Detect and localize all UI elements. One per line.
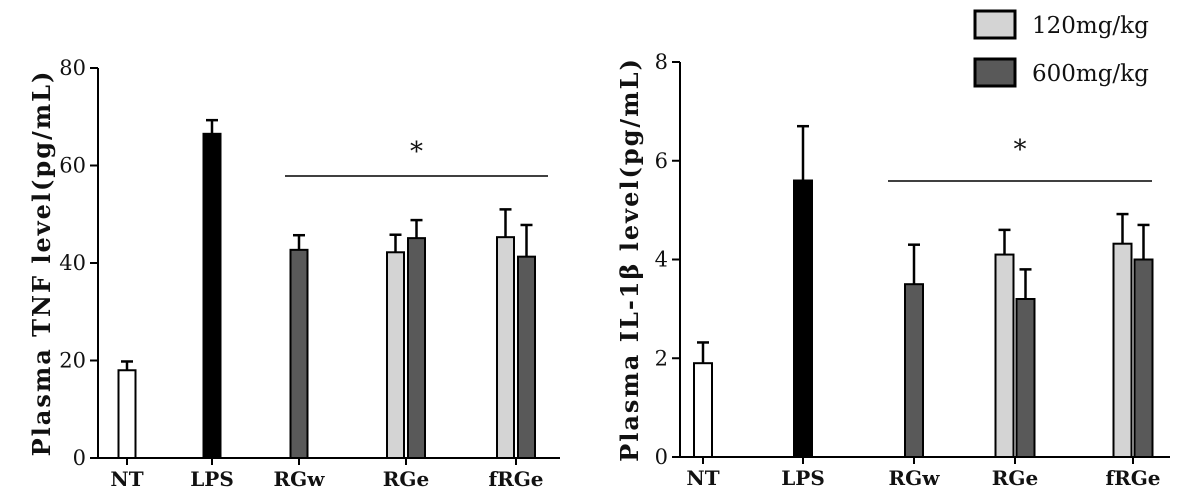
x-category-label: NT: [110, 467, 143, 491]
bar-frge: [517, 255, 536, 459]
y-tick-label: 60: [59, 154, 86, 178]
x-category-label: LPS: [781, 466, 825, 490]
bar-frge: [1133, 258, 1154, 458]
y-tick-label: 20: [59, 349, 86, 373]
bar-rge: [1015, 298, 1036, 458]
y-tick-label: 4: [655, 248, 668, 272]
chart-panel-2: 0 2 4 6 8 Plasma IL-1β level(pg/mL) NT LPS RGw RG…: [615, 50, 1170, 490]
y-tick-label: 2: [655, 346, 668, 370]
x-category-label: fRGe: [488, 467, 543, 491]
significance-star: *: [1014, 135, 1027, 165]
x-category-label: RGe: [383, 467, 429, 491]
y-axis-label: Plasma TNF level(pg/mL): [27, 70, 56, 457]
bar-lps: [793, 179, 813, 458]
y-tick-label: 8: [655, 50, 668, 74]
bar-lps: [202, 132, 222, 459]
y-tick-label: 40: [59, 251, 86, 275]
bar-nt: [693, 362, 713, 458]
bar-rgw: [289, 248, 309, 459]
y-tick-label: 80: [59, 56, 86, 80]
legend-swatch: [973, 9, 1017, 40]
x-category-label: LPS: [190, 467, 234, 491]
legend-label: 120mg/kg: [1032, 13, 1149, 39]
x-category-label: RGw: [889, 466, 941, 490]
bar-frge: [496, 236, 515, 459]
significance-star: *: [410, 137, 423, 167]
bar-nt: [117, 369, 137, 459]
bar-rge: [994, 253, 1015, 458]
bar-rgw: [904, 283, 924, 458]
x-category-label: RGe: [992, 466, 1038, 490]
y-axis-label: Plasma IL-1β level(pg/mL): [615, 57, 644, 462]
y-tick-label: 0: [655, 445, 668, 469]
bar-rge: [407, 237, 426, 459]
bar-frge: [1112, 242, 1133, 458]
chart-legend: 120mg/kg 600mg/kg: [973, 9, 1149, 88]
bar-rge: [386, 251, 405, 459]
x-category-label: RGw: [274, 467, 326, 491]
x-category-label: fRGe: [1105, 466, 1160, 490]
y-tick-label: 6: [655, 149, 668, 173]
x-category-label: NT: [686, 466, 719, 490]
y-tick-label: 0: [73, 446, 86, 470]
legend-label: 600mg/kg: [1032, 61, 1149, 87]
legend-swatch: [973, 57, 1017, 88]
